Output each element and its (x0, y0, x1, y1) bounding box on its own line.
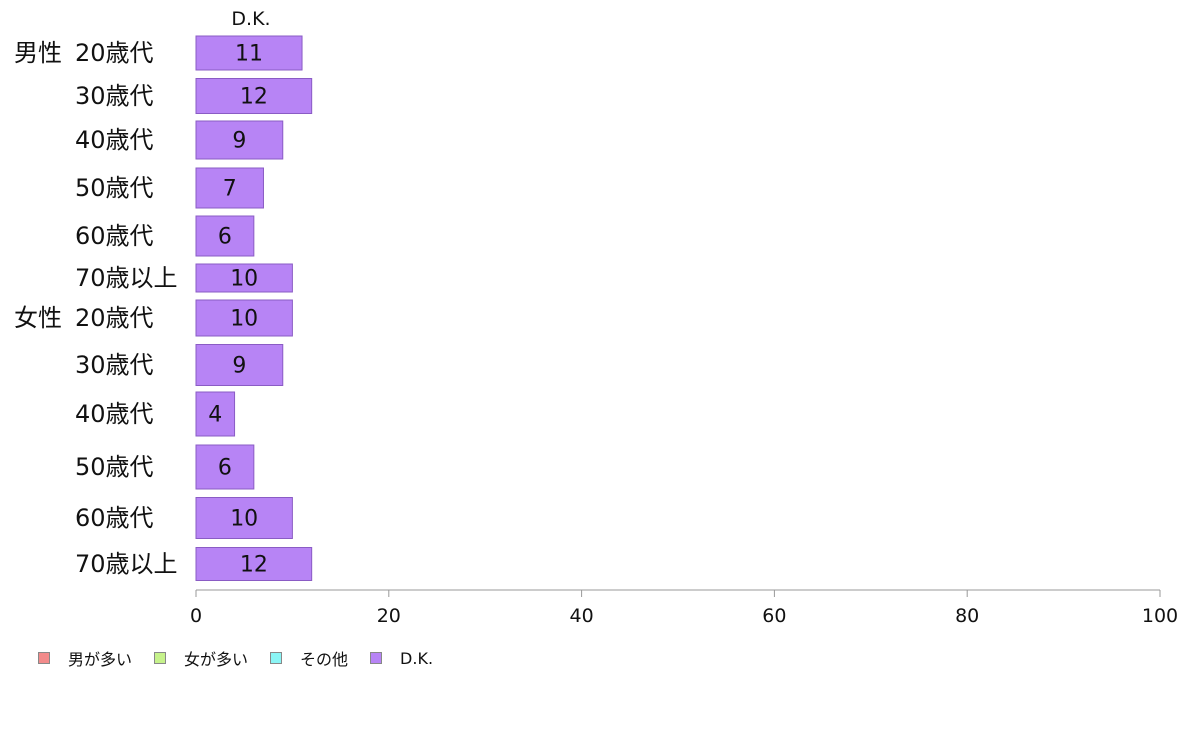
data-label: 7 (223, 177, 237, 202)
legend-label: その他 (300, 650, 349, 669)
legend-item: その他 (270, 646, 348, 670)
category-label: 70歳以上 (75, 264, 178, 292)
legend-swatch (38, 652, 50, 664)
x-tick-label: 20 (377, 605, 401, 627)
category-label: 60歳代 (75, 504, 154, 532)
category-label: 70歳以上 (75, 550, 178, 578)
legend-label: D.K. (400, 648, 434, 668)
x-tick-label: 100 (1142, 605, 1178, 627)
data-label: 12 (240, 85, 268, 110)
legend-item: D.K. (370, 649, 433, 668)
category-label: 50歳代 (75, 174, 154, 202)
category-label: 40歳代 (75, 400, 154, 428)
x-tick-label: 40 (570, 605, 594, 627)
data-label: 6 (218, 456, 232, 481)
bar (195, 299, 293, 337)
data-label: 9 (232, 354, 246, 379)
data-label: 12 (240, 553, 268, 578)
category-label: 30歳代 (75, 82, 154, 110)
data-label: 10 (230, 267, 258, 292)
bar (195, 167, 264, 209)
category-label: 60歳代 (75, 222, 154, 250)
legend-label: 女が多い (184, 650, 249, 669)
category-label: 30歳代 (75, 351, 154, 379)
group-label: 女性 (14, 304, 62, 332)
bar (195, 263, 293, 293)
legend-swatch (370, 652, 383, 664)
bar (195, 497, 293, 539)
category-label: 20歳代 (75, 304, 154, 332)
x-tick-label: 80 (955, 605, 979, 627)
bar (195, 35, 303, 71)
category-label: 20歳代 (75, 39, 154, 67)
legend-swatch (154, 652, 167, 664)
bar (195, 344, 284, 386)
data-label: 9 (232, 129, 246, 154)
legend-label: 男が多い (68, 650, 133, 669)
legend-item: 女が多い (154, 646, 248, 670)
x-tick-label: 0 (190, 605, 202, 627)
x-tick-label: 60 (762, 605, 786, 627)
bar (195, 391, 236, 437)
group-label: 男性 (14, 39, 62, 67)
data-label: 10 (230, 507, 258, 532)
bar (195, 215, 255, 257)
category-label: 50歳代 (75, 453, 154, 481)
column-header: D.K. (231, 8, 270, 30)
bar (195, 547, 313, 581)
legend-swatch (270, 652, 283, 664)
bar (195, 78, 313, 114)
bar (195, 120, 284, 160)
data-label: 11 (235, 42, 263, 67)
bar (195, 444, 255, 490)
data-label: 4 (208, 403, 222, 428)
category-label: 40歳代 (75, 126, 154, 154)
data-label: 10 (230, 307, 258, 332)
legend-item: 男が多い (38, 646, 132, 670)
data-label: 6 (218, 225, 232, 250)
legend: 男が多い 女が多い その他 D.K. (38, 646, 455, 670)
